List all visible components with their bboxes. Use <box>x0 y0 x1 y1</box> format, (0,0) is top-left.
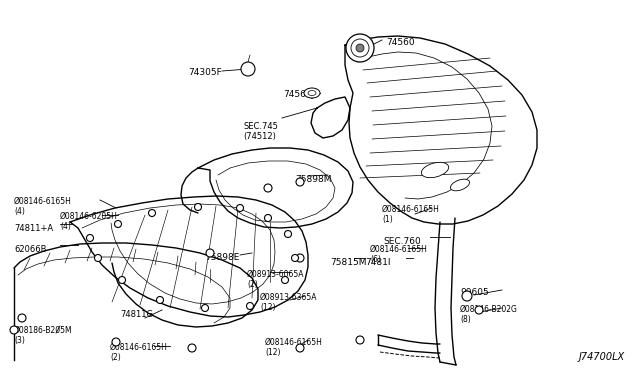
Circle shape <box>356 44 364 52</box>
Circle shape <box>356 336 364 344</box>
Circle shape <box>206 249 214 257</box>
Text: Ø08913-6065A
(2): Ø08913-6065A (2) <box>247 270 305 289</box>
Text: Ø08146-B202G
(8): Ø08146-B202G (8) <box>460 305 518 324</box>
Circle shape <box>86 234 93 241</box>
Text: 74560J: 74560J <box>283 90 314 99</box>
Text: Ø08146-6165H
(6): Ø08146-6165H (6) <box>370 245 428 264</box>
Circle shape <box>264 215 271 221</box>
Circle shape <box>112 338 120 346</box>
Text: Ø08186-B205M
(3): Ø08186-B205M (3) <box>14 326 72 345</box>
Text: J74700LX: J74700LX <box>579 352 625 362</box>
Circle shape <box>462 291 472 301</box>
Circle shape <box>10 326 18 334</box>
Circle shape <box>157 296 163 304</box>
Text: 75898M: 75898M <box>295 175 332 184</box>
Text: 74811G: 74811G <box>120 310 153 319</box>
Circle shape <box>346 34 374 62</box>
Text: 74811+A: 74811+A <box>14 224 53 233</box>
Ellipse shape <box>308 90 316 96</box>
Text: 74305F: 74305F <box>188 68 222 77</box>
Circle shape <box>296 178 304 186</box>
Text: 62066B: 62066B <box>14 245 47 254</box>
Text: Ø08146-6165H
(12): Ø08146-6165H (12) <box>265 338 323 357</box>
Text: SEC.760: SEC.760 <box>383 237 420 246</box>
Circle shape <box>351 39 369 57</box>
Text: Ø08913-6365A
(12): Ø08913-6365A (12) <box>260 293 317 312</box>
Circle shape <box>18 314 26 322</box>
Circle shape <box>241 62 255 76</box>
Text: Ø08146-6165H
(2): Ø08146-6165H (2) <box>110 343 168 362</box>
Circle shape <box>188 344 196 352</box>
Circle shape <box>285 231 291 237</box>
Circle shape <box>296 254 304 262</box>
Circle shape <box>237 205 243 212</box>
Text: 75898E: 75898E <box>205 253 239 262</box>
Circle shape <box>282 276 289 283</box>
Text: 99605: 99605 <box>460 288 489 297</box>
Circle shape <box>118 276 125 283</box>
Ellipse shape <box>304 88 320 98</box>
Circle shape <box>291 254 298 262</box>
Circle shape <box>475 306 483 314</box>
Circle shape <box>246 302 253 310</box>
Text: 7481l: 7481l <box>365 258 390 267</box>
Circle shape <box>148 209 156 217</box>
Circle shape <box>296 344 304 352</box>
Text: Ø08146-6205H
(4): Ø08146-6205H (4) <box>60 212 118 231</box>
Circle shape <box>195 203 202 211</box>
Circle shape <box>115 221 122 228</box>
Text: SEC.745
(74512): SEC.745 (74512) <box>243 122 278 141</box>
Text: 74560: 74560 <box>386 38 415 47</box>
Circle shape <box>264 184 272 192</box>
Ellipse shape <box>421 162 449 178</box>
Circle shape <box>95 254 102 262</box>
Text: Ø08146-6165H
(4): Ø08146-6165H (4) <box>14 197 72 217</box>
Ellipse shape <box>451 179 470 191</box>
Text: Ø08146-6165H
(1): Ø08146-6165H (1) <box>382 205 440 224</box>
Text: 75815M: 75815M <box>330 258 367 267</box>
Circle shape <box>202 305 209 311</box>
